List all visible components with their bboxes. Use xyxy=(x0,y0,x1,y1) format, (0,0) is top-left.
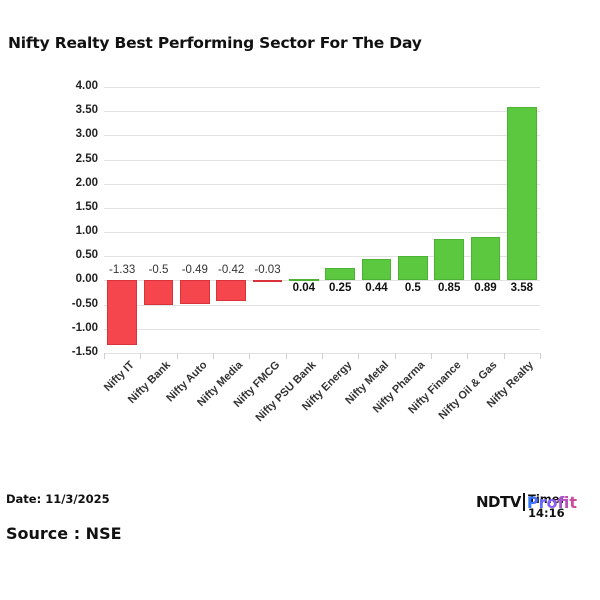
gridline xyxy=(104,305,540,306)
y-tick-label: 2.50 xyxy=(75,152,98,165)
value-label: 0.44 xyxy=(365,282,388,295)
value-label: -0.5 xyxy=(148,264,169,277)
negative-bar xyxy=(216,280,247,301)
gridline xyxy=(104,329,540,330)
positive-bar xyxy=(288,278,319,281)
x-tick-mark xyxy=(431,353,432,359)
value-label: -1.33 xyxy=(109,264,136,277)
gridline xyxy=(104,87,540,88)
negative-bar xyxy=(143,280,174,305)
y-tick-label: 0.50 xyxy=(75,249,98,262)
gridline xyxy=(104,160,540,161)
value-label: -0.42 xyxy=(218,264,245,277)
value-label: 0.5 xyxy=(404,282,421,295)
x-tick-mark xyxy=(395,353,396,359)
logo-divider xyxy=(522,493,525,511)
y-tick-label: 2.00 xyxy=(75,176,98,189)
negative-bar xyxy=(107,280,138,345)
ndtv-logo-text: NDTV xyxy=(476,493,521,511)
y-tick-label: -1.00 xyxy=(71,321,98,334)
x-tick-mark xyxy=(177,353,178,359)
x-tick-mark xyxy=(322,353,323,359)
chart-title: Nifty Realty Best Performing Sector For … xyxy=(8,34,422,52)
value-label: 3.58 xyxy=(510,282,534,295)
x-tick-mark xyxy=(140,353,141,359)
source-label: Source : NSE xyxy=(6,524,122,543)
profit-logo-text: Profit xyxy=(526,492,577,512)
positive-bar xyxy=(506,107,537,281)
x-tick-mark xyxy=(504,353,505,359)
value-label: 0.89 xyxy=(474,282,497,295)
x-tick-mark xyxy=(286,353,287,359)
value-label: -0.03 xyxy=(254,264,281,277)
value-label: -0.49 xyxy=(181,264,208,277)
positive-bar xyxy=(361,259,392,281)
time-label: Time: 14:16 xyxy=(528,492,565,520)
gridline xyxy=(104,280,540,281)
y-tick-label: 0.00 xyxy=(75,273,98,286)
x-tick-mark xyxy=(249,353,250,359)
gridline xyxy=(104,135,540,136)
y-tick-label: -1.50 xyxy=(71,346,98,358)
ndtv-profit-logo: NDTV Profit xyxy=(476,490,577,514)
gridline xyxy=(104,111,540,112)
y-tick-label: 1.00 xyxy=(75,225,98,238)
positive-bar xyxy=(434,239,465,281)
positive-bar xyxy=(325,268,356,281)
gridline xyxy=(104,208,540,209)
value-label: 0.85 xyxy=(437,282,461,295)
y-tick-label: 1.50 xyxy=(75,200,98,213)
x-tick-mark xyxy=(213,353,214,359)
negative-bar xyxy=(179,280,210,305)
date-label: Date: 11/3/2025 xyxy=(6,492,110,506)
value-label: 0.04 xyxy=(292,282,316,295)
gridline xyxy=(104,184,540,185)
positive-bar xyxy=(470,237,501,281)
x-tick-mark xyxy=(467,353,468,359)
y-tick-label: 3.00 xyxy=(75,128,98,141)
x-tick-mark xyxy=(540,353,541,359)
gridline xyxy=(104,232,540,233)
x-category-label: Nifty IT xyxy=(101,359,137,394)
gridline xyxy=(104,256,540,257)
y-tick-label: -0.50 xyxy=(71,297,98,310)
negative-bar xyxy=(252,280,283,283)
x-tick-mark xyxy=(358,353,359,359)
y-tick-label: 4.00 xyxy=(75,80,98,92)
positive-bar xyxy=(397,256,428,281)
value-label: 0.25 xyxy=(328,282,352,295)
x-tick-mark xyxy=(104,353,105,359)
y-tick-label: 3.50 xyxy=(75,104,98,117)
